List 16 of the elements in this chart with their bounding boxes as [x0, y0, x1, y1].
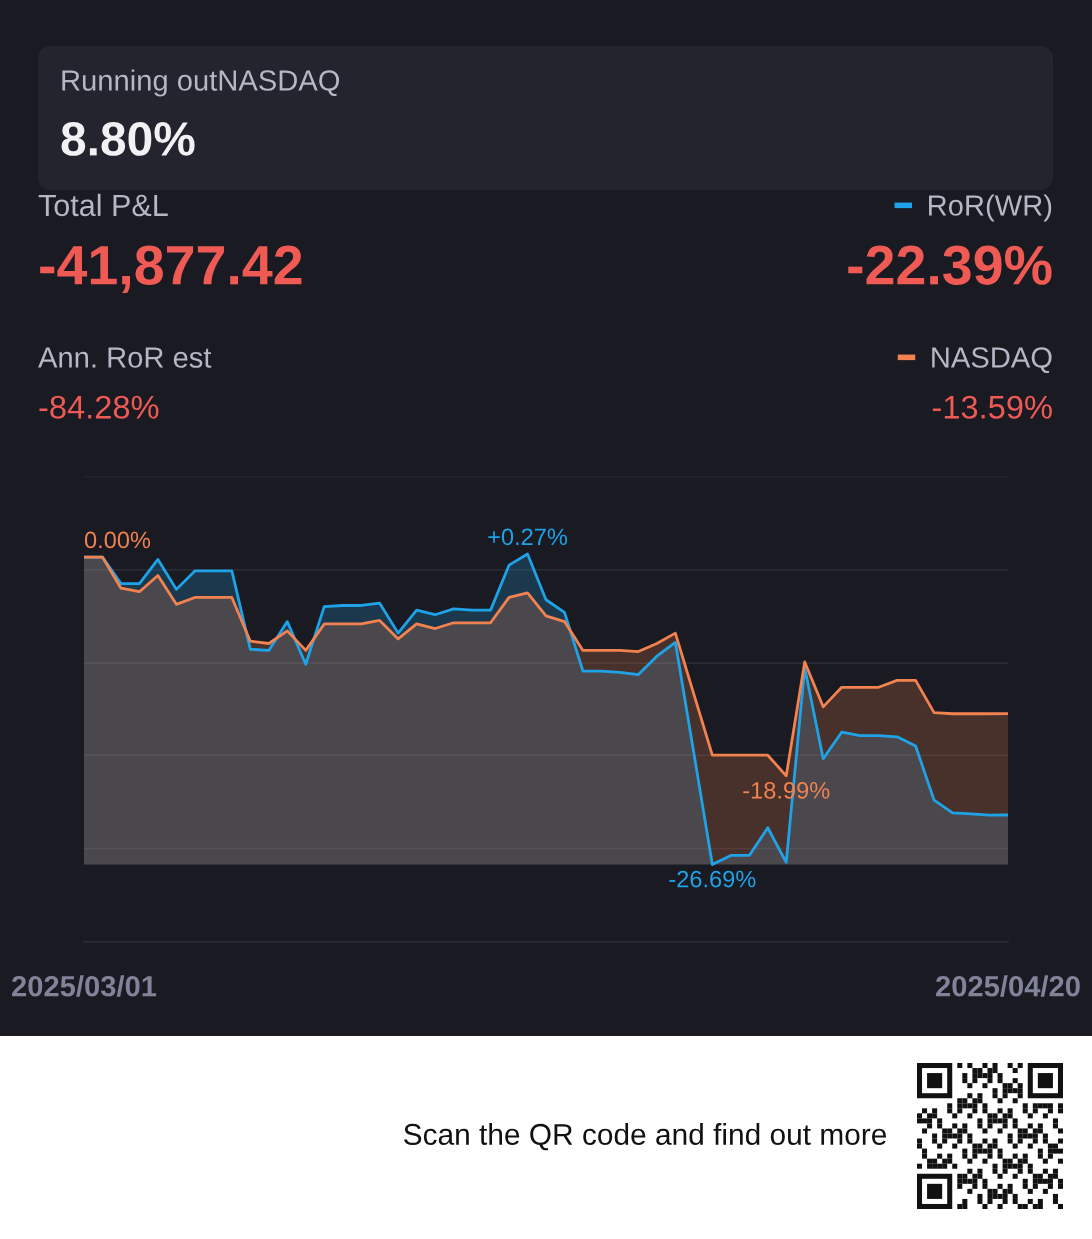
text: -22.39% — [848, 245, 1052, 285]
legend-label: RoR(WR) — [929, 194, 1052, 222]
data-label: -26.69% — [669, 870, 756, 888]
text: Running outNASDAQ — [62, 69, 340, 97]
x-tick-label: 2025/04/20 — [936, 975, 1080, 997]
text: -84.28% — [39, 395, 159, 419]
text: Total P&L — [38, 193, 168, 217]
legend-label: NASDAQ — [932, 347, 1052, 374]
text: 8.80% — [61, 121, 195, 156]
text: Ann. RoR est — [38, 347, 212, 368]
data-label: +0.27% — [488, 528, 568, 546]
data-label: 0.00% — [84, 531, 151, 549]
x-tick-label: 2025/03/01 — [12, 975, 157, 997]
text: Scan the QR code and find out more — [404, 1123, 887, 1151]
text: -41,877.42 — [40, 245, 302, 293]
text: -13.59% — [932, 395, 1052, 419]
